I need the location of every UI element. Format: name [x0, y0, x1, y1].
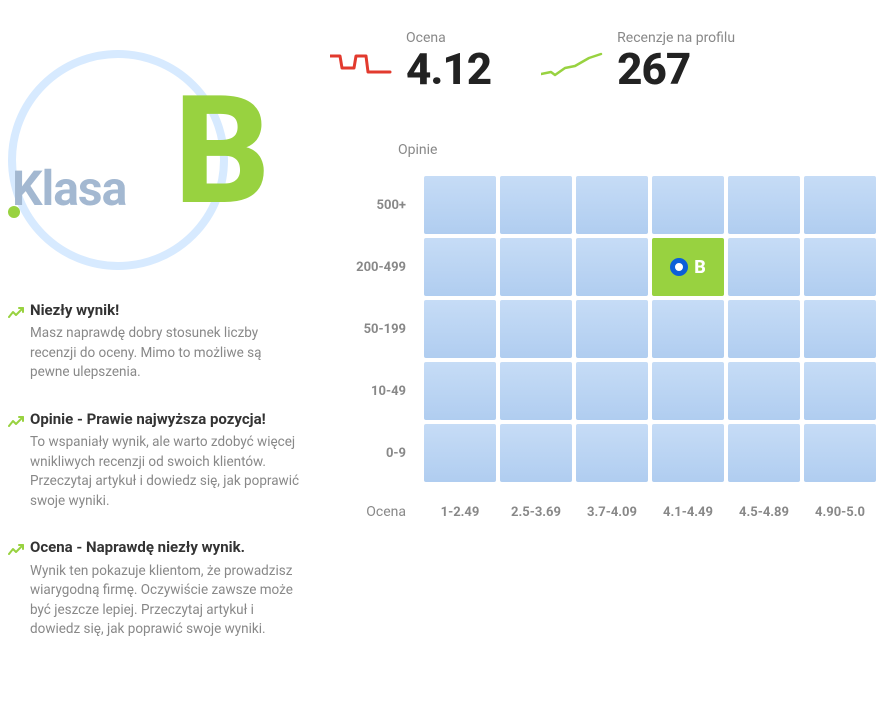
tip-title: Ocena - Naprawdę niezły wynik. — [30, 537, 300, 557]
heatmap-cell — [424, 362, 496, 420]
heatmap-x-title: Ocena — [330, 486, 420, 520]
tip-text: To wspaniały wynik, ale warto zdobyć wię… — [30, 433, 300, 511]
heatmap-cell — [728, 300, 800, 358]
heatmap-cell — [424, 238, 496, 296]
heatmap-cell — [424, 176, 496, 234]
heatmap-x-label: 4.90-5.0 — [804, 486, 876, 520]
highlight-letter: B — [694, 257, 706, 278]
heatmap-cell — [576, 424, 648, 482]
badge-letter: B — [174, 76, 264, 226]
trend-up-icon — [8, 413, 30, 432]
metrics-row: Ocena 4.12 Recenzje na profilu 267 — [330, 30, 876, 92]
marker-ring-icon — [670, 258, 688, 276]
heatmap-cell — [728, 424, 800, 482]
heatmap-x-label: 3.7-4.09 — [576, 486, 648, 520]
heatmap-y-label: 0-9 — [330, 424, 420, 482]
heatmap: Opinie 500+200-499 B 50-19910-490-9 Ocena1-… — [330, 142, 876, 520]
heatmap-cell — [804, 176, 876, 234]
tip-item: Opinie - Prawie najwyższa pozycja! To wsp… — [8, 409, 310, 512]
tip-text: Masz naprawdę dobry stosunek liczby rece… — [30, 324, 300, 383]
metric-rating-value: 4.12 — [406, 46, 491, 92]
heatmap-cell — [424, 424, 496, 482]
heatmap-cell — [804, 238, 876, 296]
heatmap-y-label: 200-499 — [330, 238, 420, 296]
heatmap-cell — [652, 300, 724, 358]
heatmap-cell — [728, 362, 800, 420]
heatmap-cell — [576, 176, 648, 234]
metric-reviews: Recenzje na profilu 267 — [541, 30, 735, 92]
heatmap-cell — [576, 362, 648, 420]
trend-down-icon — [330, 52, 394, 78]
heatmap-x-label: 2.5-3.69 — [500, 486, 572, 520]
heatmap-x-label: 4.5-4.89 — [728, 486, 800, 520]
heatmap-cell — [652, 362, 724, 420]
heatmap-cell — [576, 300, 648, 358]
badge-label: Klasa — [12, 160, 126, 217]
tip-title: Niezły wynik! — [30, 300, 300, 320]
heatmap-cell — [500, 300, 572, 358]
heatmap-x-label: 1-2.49 — [424, 486, 496, 520]
heatmap-cell — [424, 300, 496, 358]
heatmap-cell — [728, 176, 800, 234]
heatmap-cell — [500, 238, 572, 296]
heatmap-y-label: 50-199 — [330, 300, 420, 358]
trend-up-icon — [8, 541, 30, 560]
heatmap-cell — [804, 362, 876, 420]
heatmap-cell — [500, 424, 572, 482]
trend-up-icon — [8, 304, 30, 323]
grade-badge: Klasa B — [0, 30, 310, 270]
heatmap-cell — [804, 300, 876, 358]
heatmap-cell — [652, 176, 724, 234]
tips-list: Niezły wynik! Masz naprawdę dobry stosune… — [0, 300, 310, 640]
tip-item: Ocena - Naprawdę niezły wynik. Wynik ten … — [8, 537, 310, 640]
heatmap-y-label: 500+ — [330, 176, 420, 234]
heatmap-y-title: Opinie — [398, 142, 876, 158]
heatmap-cell: B — [652, 238, 724, 296]
metric-reviews-value: 267 — [617, 46, 735, 92]
heatmap-cell — [652, 424, 724, 482]
metric-rating: Ocena 4.12 — [330, 30, 491, 92]
heatmap-cell — [804, 424, 876, 482]
heatmap-cell — [500, 176, 572, 234]
heatmap-cell — [576, 238, 648, 296]
tip-text: Wynik ten pokazuje klientom, że prowadzi… — [30, 562, 300, 640]
heatmap-cell — [500, 362, 572, 420]
heatmap-y-label: 10-49 — [330, 362, 420, 420]
heatmap-cell — [728, 238, 800, 296]
trend-up-icon — [541, 52, 605, 78]
tip-title: Opinie - Prawie najwyższa pozycja! — [30, 409, 300, 429]
heatmap-x-label: 4.1-4.49 — [652, 486, 724, 520]
tip-item: Niezły wynik! Masz naprawdę dobry stosune… — [8, 300, 310, 383]
